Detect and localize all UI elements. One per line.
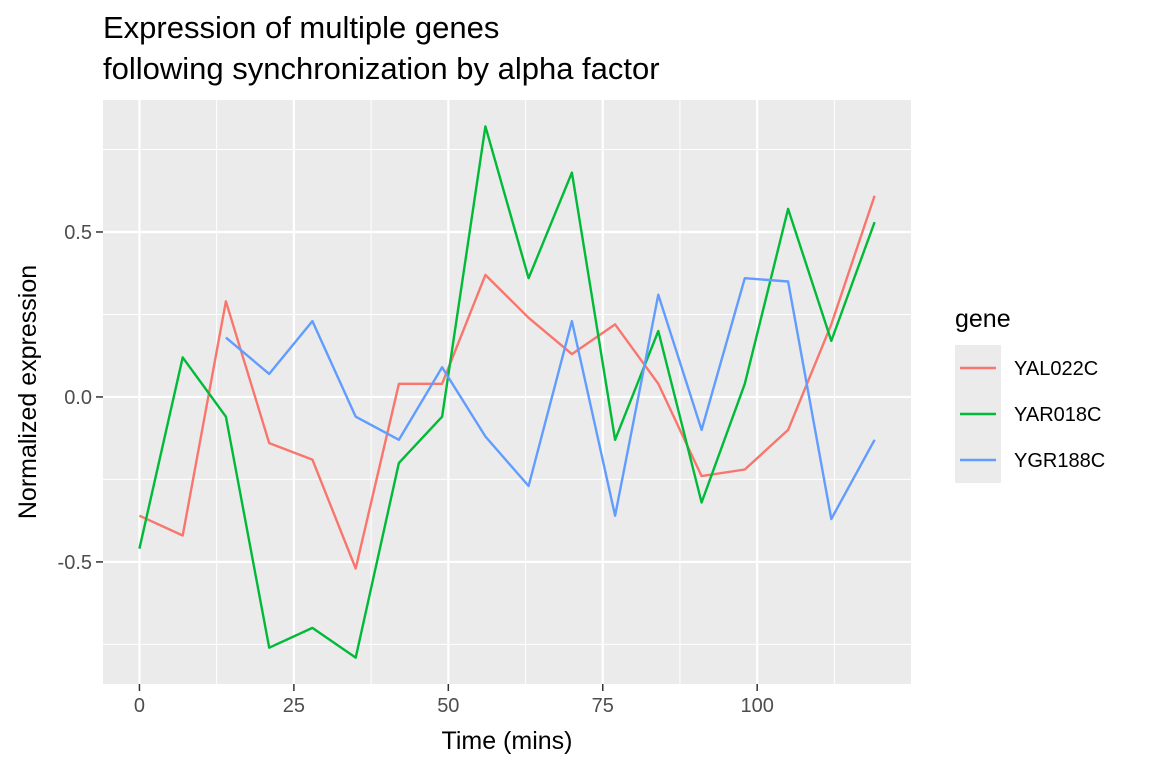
- legend-item-yal022c: YAL022C: [955, 345, 1098, 391]
- plot-panel: [103, 100, 911, 684]
- chart-title-line-2: following synchronization by alpha facto…: [103, 51, 660, 86]
- x-axis-title: Time (mins): [441, 727, 572, 755]
- legend: gene YAL022C YAR018C YGR188C: [955, 305, 1105, 483]
- legend-title: gene: [955, 305, 1011, 333]
- chart-title: Expression of multiple genes following s…: [103, 10, 660, 86]
- chart-title-line-1: Expression of multiple genes: [103, 10, 499, 45]
- x-tick-label: 50: [437, 695, 459, 717]
- x-tick-labels: 0 25 50 75 100: [134, 695, 774, 717]
- legend-label: YAL022C: [1014, 358, 1098, 380]
- series-line-ygr188c: [225, 277, 876, 521]
- series-line-yar018c: [138, 125, 876, 659]
- y-tick-label: 0.0: [64, 387, 92, 409]
- series-layer: [138, 125, 876, 659]
- y-tick-label: 0.5: [64, 222, 92, 244]
- y-tick-label: -0.5: [58, 552, 92, 574]
- grid: [103, 100, 911, 684]
- legend-label: YGR188C: [1014, 450, 1105, 472]
- x-tick-label: 100: [740, 695, 773, 717]
- x-tick-label: 75: [592, 695, 614, 717]
- series-line-yal022c: [138, 195, 876, 570]
- y-tick-labels: -0.5 0.0 0.5: [58, 222, 92, 574]
- legend-item-ygr188c: YGR188C: [955, 437, 1105, 483]
- x-tick-label: 0: [134, 695, 145, 717]
- y-axis-title: Normalized expression: [14, 265, 42, 519]
- x-tick-label: 25: [283, 695, 305, 717]
- legend-label: YAR018C: [1014, 404, 1101, 426]
- axis-ticks: [96, 231, 758, 691]
- legend-item-yar018c: YAR018C: [955, 391, 1101, 437]
